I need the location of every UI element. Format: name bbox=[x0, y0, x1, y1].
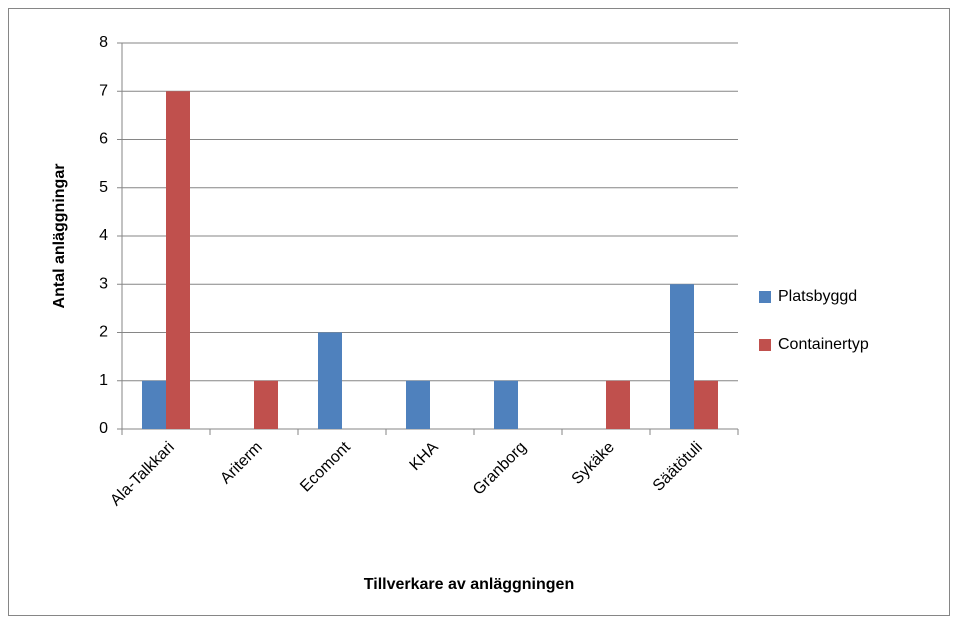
bar bbox=[670, 284, 694, 429]
y-tick-label: 3 bbox=[99, 275, 108, 292]
y-tick-label: 0 bbox=[99, 420, 108, 437]
y-tick-label: 4 bbox=[99, 227, 108, 244]
x-axis-label: Tillverkare av anläggningen bbox=[364, 576, 574, 593]
y-tick-label: 6 bbox=[99, 131, 108, 148]
y-tick-label: 8 bbox=[99, 34, 108, 51]
y-tick-label: 7 bbox=[99, 82, 108, 99]
bar bbox=[142, 380, 166, 429]
y-tick-label: 5 bbox=[99, 179, 108, 196]
bar bbox=[166, 91, 190, 429]
bar bbox=[694, 380, 718, 429]
bar bbox=[254, 380, 278, 429]
legend-label: Platsbyggd bbox=[778, 288, 857, 305]
legend-swatch bbox=[759, 291, 771, 303]
bar bbox=[494, 380, 518, 429]
bar bbox=[318, 332, 342, 429]
y-tick-label: 2 bbox=[99, 324, 108, 341]
y-tick-label: 1 bbox=[99, 372, 108, 389]
legend-swatch bbox=[759, 339, 771, 351]
chart-frame bbox=[8, 8, 950, 616]
bar bbox=[406, 380, 430, 429]
y-axis-label: Antal anläggningar bbox=[51, 164, 68, 309]
legend-label: Containertyp bbox=[778, 336, 869, 353]
bar bbox=[606, 380, 630, 429]
